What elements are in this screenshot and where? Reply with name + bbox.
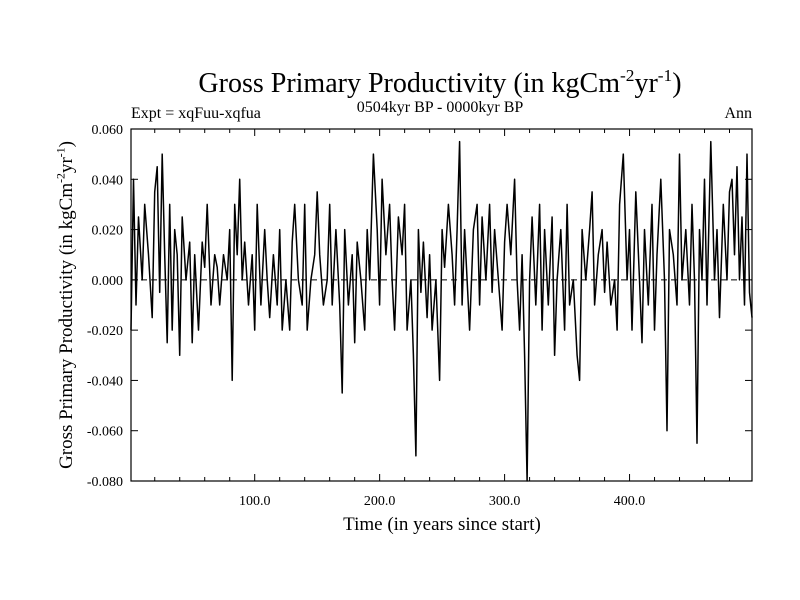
x-axis-label: Time (in years since start) [343, 514, 541, 535]
y-tick-label: 0.020 [92, 224, 124, 239]
x-tick-label: 300.0 [489, 494, 521, 509]
x-tick-label: 100.0 [239, 494, 271, 509]
series-line-gpp [130, 140, 753, 482]
y-tick-label: -0.020 [87, 324, 123, 339]
subtitle-period: 0504kyr BP - 0000kyr BP [357, 99, 524, 116]
y-tick-label: -0.040 [87, 374, 123, 389]
y-tick-label: 0.040 [92, 173, 124, 188]
y-axis-label: Gross Primary Productivity (in kgCm-2yr-… [54, 141, 77, 469]
plot-frame [130, 128, 753, 482]
x-tick-label: 400.0 [614, 494, 646, 509]
chart-title: Gross Primary Productivity (in kgCm-2yr-… [198, 66, 681, 99]
y-tick-label: -0.060 [87, 425, 123, 440]
y-tick-label: 0.060 [92, 123, 124, 138]
x-tick-label: 200.0 [364, 494, 396, 509]
subtitle-season: Ann [724, 105, 752, 122]
y-tick-label: 0.000 [92, 274, 124, 289]
y-tick-label: -0.080 [87, 475, 123, 490]
subtitle-experiment: Expt = xqFuu-xqfua [131, 105, 261, 122]
